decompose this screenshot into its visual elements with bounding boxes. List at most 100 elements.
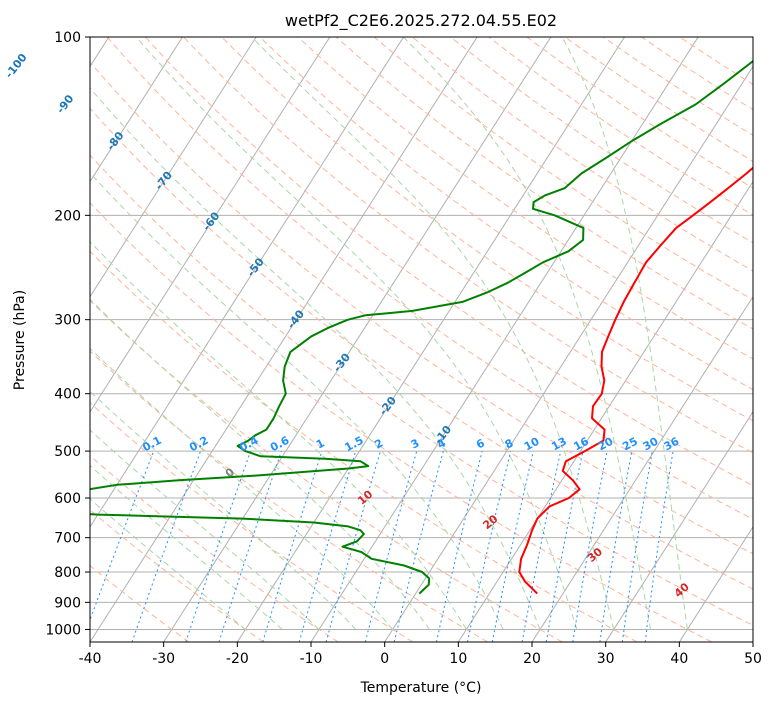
x-tick-label: -20 <box>226 651 249 667</box>
dry-adiabat-line <box>90 300 563 642</box>
moist-adiabat-line <box>90 498 246 630</box>
x-tick-label: 10 <box>449 651 467 667</box>
mixing-ratio-line <box>185 450 251 642</box>
mixing-ratio-line <box>644 451 674 642</box>
sounding-lines <box>90 59 753 595</box>
mixing-ratio-line <box>364 450 418 642</box>
moist-adiabat-label: 20 <box>480 512 500 532</box>
isotherm-line <box>163 37 552 642</box>
dry-adiabat-line <box>106 37 753 520</box>
isotherm-line <box>90 37 183 183</box>
x-tick-label: 30 <box>597 651 615 667</box>
dry-adiabat-line <box>221 37 753 422</box>
dry-adiabat-line <box>259 37 753 391</box>
y-tick-label: 200 <box>54 208 81 224</box>
y-tick-label: 800 <box>54 565 81 581</box>
mixing-ratio-line <box>572 451 608 642</box>
mixing-ratio-line <box>521 450 562 642</box>
x-tick-label: 0 <box>380 651 389 667</box>
x-tick-label: -40 <box>79 651 102 667</box>
plot-frame <box>89 36 754 643</box>
moist-adiabat-line <box>90 172 504 630</box>
dry-adiabat-line <box>90 202 712 642</box>
isotherm-label: -80 <box>104 129 127 153</box>
moist-adiabat-line <box>90 390 357 630</box>
isotherm-line <box>678 525 753 642</box>
mixing-ratio-label: 36 <box>662 435 682 454</box>
dry-adiabat-line <box>488 37 753 216</box>
moist-adiabat-line <box>90 298 430 630</box>
mixing-ratio-line <box>131 450 202 642</box>
isotherm-line <box>605 410 753 642</box>
isotherm-label: -30 <box>331 351 354 375</box>
mixing-ratio-line <box>218 450 282 642</box>
moist-adiabat-label: 40 <box>672 580 692 600</box>
mixing-ratio-line <box>262 450 323 642</box>
dry-adiabat-line <box>641 37 753 111</box>
dewpoint-line <box>90 59 753 595</box>
moist-adiabat-line <box>90 429 320 630</box>
mixing-ratio-line <box>491 450 534 642</box>
moist-adiabat-label: 10 <box>355 488 375 508</box>
x-tick-label: 40 <box>670 651 688 667</box>
isotherm-label: -90 <box>54 92 77 116</box>
mixing-ratio-label: 10 <box>522 435 542 454</box>
dry-adiabat-line <box>90 250 638 642</box>
isotherm-label: -100 <box>3 51 30 81</box>
moist-adiabat-line <box>90 87 541 630</box>
isotherm-line <box>90 37 257 298</box>
moist-adiabat-line <box>90 464 283 630</box>
isotherm-label: -60 <box>200 209 223 233</box>
moist-adiabat-line <box>90 347 394 630</box>
dry-adiabat-line <box>602 37 753 136</box>
isotherm-line <box>90 37 404 528</box>
mixing-ratio-label: 20 <box>596 435 616 454</box>
background-lines <box>90 37 753 642</box>
moist-adiabat-line <box>561 37 688 630</box>
dry-adiabat-line <box>373 37 753 301</box>
mixing-ratio-label: 6 <box>474 436 487 451</box>
isotherm-label: -70 <box>152 169 175 193</box>
y-tick-label: 700 <box>54 531 81 547</box>
y-tick-label: 300 <box>54 313 81 329</box>
x-tick-label: 20 <box>523 651 541 667</box>
isotherm-line <box>531 295 753 642</box>
mixing-ratio-label: 30 <box>641 435 661 454</box>
mixing-ratio-label: 13 <box>549 435 569 454</box>
dry-adiabat-line <box>90 154 753 626</box>
dry-adiabat-line <box>679 37 753 86</box>
isotherm-line <box>457 180 753 642</box>
y-tick-label: 600 <box>54 491 81 507</box>
mixing-ratio-line <box>621 451 653 642</box>
dry-adiabat-line <box>297 37 753 360</box>
mixing-ratio-line <box>435 450 483 642</box>
moist-adiabat-line <box>403 37 651 630</box>
dry-adiabat-line <box>90 61 753 555</box>
x-axis: -40 -30 -20 -10 0 10 20 30 40 50 <box>79 642 762 667</box>
x-tick-label: -10 <box>300 651 323 667</box>
x-axis-title: Temperature (°C) <box>360 680 482 696</box>
isotherm-line <box>90 37 478 642</box>
dry-adiabat-line <box>90 564 190 642</box>
isotherm-line <box>236 37 625 642</box>
isotherm-label: -40 <box>285 307 308 331</box>
isotherm-line <box>752 641 753 642</box>
moist-adiabat-label: 30 <box>585 545 605 565</box>
mixing-ratio-line <box>325 450 381 642</box>
mixing-ratio-label: 25 <box>620 435 640 454</box>
x-tick-label: -30 <box>152 651 175 667</box>
mixing-ratio-line <box>393 450 444 642</box>
mixing-ratio-label: 16 <box>571 435 591 454</box>
isotherm-line <box>90 37 331 413</box>
isotherm-line <box>384 65 753 642</box>
dry-adiabat-line <box>90 454 339 642</box>
mixing-ratio-line <box>298 450 357 642</box>
dry-adiabat-line <box>90 402 414 642</box>
dry-adiabat-line <box>90 107 753 590</box>
y-axis-title: Pressure (hPa) <box>12 290 28 390</box>
chart-title: wetPf2_C2E6.2025.272.04.55.E02 <box>285 11 557 31</box>
dry-adiabat-line <box>90 509 264 642</box>
y-tick-label: 1000 <box>45 622 81 638</box>
moist-adiabat-line <box>251 37 615 630</box>
